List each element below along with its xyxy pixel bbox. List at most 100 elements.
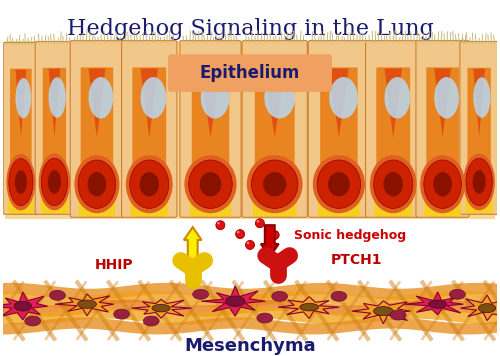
- Ellipse shape: [78, 300, 96, 308]
- Ellipse shape: [263, 172, 286, 196]
- Polygon shape: [200, 68, 220, 137]
- FancyBboxPatch shape: [70, 41, 124, 217]
- Polygon shape: [434, 68, 451, 137]
- FancyBboxPatch shape: [41, 174, 68, 213]
- Polygon shape: [352, 301, 410, 324]
- FancyBboxPatch shape: [132, 67, 166, 216]
- Ellipse shape: [188, 160, 232, 208]
- FancyBboxPatch shape: [242, 41, 308, 217]
- Circle shape: [174, 254, 188, 267]
- Circle shape: [259, 249, 272, 262]
- Ellipse shape: [237, 231, 240, 233]
- FancyBboxPatch shape: [366, 41, 421, 217]
- Ellipse shape: [272, 291, 287, 301]
- FancyBboxPatch shape: [192, 67, 229, 216]
- FancyBboxPatch shape: [424, 176, 461, 216]
- Ellipse shape: [192, 289, 208, 299]
- Ellipse shape: [247, 242, 250, 244]
- Ellipse shape: [216, 220, 226, 230]
- Ellipse shape: [184, 155, 236, 213]
- Ellipse shape: [313, 155, 365, 213]
- Ellipse shape: [15, 171, 27, 194]
- Ellipse shape: [140, 172, 159, 196]
- Ellipse shape: [130, 160, 169, 208]
- Circle shape: [186, 273, 200, 287]
- Ellipse shape: [420, 155, 465, 213]
- Ellipse shape: [9, 159, 33, 206]
- Circle shape: [271, 268, 284, 282]
- Ellipse shape: [216, 221, 225, 230]
- FancyBboxPatch shape: [416, 41, 470, 217]
- Polygon shape: [329, 68, 348, 137]
- Ellipse shape: [328, 172, 350, 196]
- FancyBboxPatch shape: [468, 68, 491, 213]
- Polygon shape: [55, 294, 114, 316]
- Ellipse shape: [114, 309, 130, 319]
- Ellipse shape: [140, 77, 166, 119]
- Ellipse shape: [42, 158, 68, 206]
- Text: Mesenchyma: Mesenchyma: [184, 337, 316, 355]
- Ellipse shape: [472, 170, 486, 194]
- Polygon shape: [140, 68, 158, 137]
- Ellipse shape: [50, 290, 66, 300]
- Text: Hedgehog Signaling in the Lung: Hedgehog Signaling in the Lung: [66, 18, 434, 40]
- Polygon shape: [16, 70, 26, 137]
- Ellipse shape: [434, 77, 459, 119]
- Ellipse shape: [16, 78, 32, 118]
- FancyBboxPatch shape: [376, 67, 410, 216]
- Ellipse shape: [370, 155, 416, 213]
- Polygon shape: [278, 297, 339, 319]
- Polygon shape: [88, 68, 106, 137]
- Ellipse shape: [78, 160, 116, 208]
- Ellipse shape: [474, 77, 490, 118]
- FancyBboxPatch shape: [190, 176, 231, 216]
- Ellipse shape: [14, 301, 32, 311]
- Ellipse shape: [6, 154, 36, 210]
- FancyBboxPatch shape: [130, 176, 168, 216]
- Ellipse shape: [300, 303, 318, 311]
- FancyBboxPatch shape: [80, 67, 113, 216]
- Text: Sonic hedgehog: Sonic hedgehog: [294, 229, 406, 242]
- Ellipse shape: [245, 240, 255, 250]
- Ellipse shape: [466, 158, 492, 206]
- FancyBboxPatch shape: [320, 67, 358, 216]
- Ellipse shape: [257, 313, 272, 323]
- Ellipse shape: [374, 160, 412, 208]
- FancyBboxPatch shape: [3, 42, 38, 214]
- Ellipse shape: [144, 316, 159, 326]
- Ellipse shape: [48, 170, 61, 194]
- Polygon shape: [474, 69, 485, 136]
- Ellipse shape: [390, 310, 406, 320]
- Ellipse shape: [246, 241, 254, 250]
- Ellipse shape: [270, 231, 279, 240]
- FancyBboxPatch shape: [78, 176, 115, 216]
- FancyBboxPatch shape: [426, 67, 459, 216]
- Text: PTCH1: PTCH1: [331, 253, 382, 267]
- Polygon shape: [201, 286, 266, 316]
- FancyBboxPatch shape: [168, 54, 332, 92]
- Ellipse shape: [478, 304, 496, 313]
- FancyBboxPatch shape: [42, 68, 66, 213]
- Ellipse shape: [200, 172, 222, 196]
- FancyBboxPatch shape: [35, 42, 74, 214]
- FancyBboxPatch shape: [8, 174, 34, 213]
- Polygon shape: [48, 69, 60, 136]
- FancyBboxPatch shape: [122, 41, 177, 217]
- Ellipse shape: [450, 289, 466, 299]
- Text: HHIP: HHIP: [94, 258, 133, 272]
- Ellipse shape: [374, 307, 393, 316]
- Ellipse shape: [384, 172, 403, 196]
- Ellipse shape: [331, 291, 347, 301]
- Polygon shape: [384, 68, 402, 137]
- Polygon shape: [0, 292, 48, 320]
- Ellipse shape: [217, 222, 220, 224]
- Ellipse shape: [88, 172, 106, 196]
- Ellipse shape: [48, 77, 66, 118]
- FancyBboxPatch shape: [466, 174, 493, 213]
- Ellipse shape: [152, 304, 171, 312]
- Polygon shape: [405, 292, 464, 315]
- Circle shape: [198, 254, 211, 267]
- Ellipse shape: [38, 153, 70, 210]
- Ellipse shape: [25, 316, 40, 326]
- Ellipse shape: [255, 218, 265, 228]
